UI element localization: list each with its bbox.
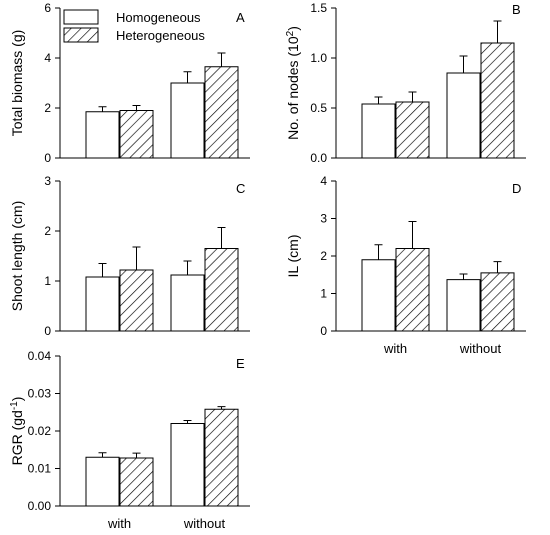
y-tick-label: 4 [44, 51, 51, 65]
y-tick-label: 6 [44, 1, 51, 15]
panel-c: 0 1 2 3 C Shoot length (cm) [9, 174, 250, 338]
bar-heterogeneous-with [119, 269, 154, 332]
bar-homogeneous-without [446, 279, 481, 332]
bar-homogeneous-with [85, 111, 120, 159]
y-axis-label: Shoot length (cm) [9, 201, 25, 312]
bar-homogeneous-with [85, 276, 120, 332]
x-tick-label: without [459, 341, 502, 356]
y-tick-label: 3 [320, 212, 327, 226]
panel-d: 0 1 2 3 4 with without D IL (cm) [285, 174, 526, 356]
bar-homogeneous-without [170, 423, 205, 507]
bar-heterogeneous-without [204, 66, 239, 159]
y-tick-label: 0 [44, 324, 51, 338]
panel-e: 0.00 0.01 0.02 0.03 0.04 with without E RGR (gd-… [9, 349, 250, 531]
y-tick-label: 1.0 [310, 51, 327, 65]
y-axis-label: IL (cm) [285, 234, 301, 277]
y-tick-label: 0.02 [28, 424, 52, 438]
panel-letter: D [512, 181, 521, 196]
bar-heterogeneous-with [119, 110, 154, 159]
bar-heterogeneous-without [480, 272, 515, 332]
y-tick-label: 0.01 [28, 462, 52, 476]
y-tick-label: 4 [320, 174, 327, 188]
bar-heterogeneous-without [204, 248, 239, 332]
panel-a: 0 2 4 6 A Total biomass (g) [9, 1, 250, 165]
panel-letter: B [512, 2, 521, 17]
panel-letter: C [236, 181, 245, 196]
bar-heterogeneous-with [395, 248, 430, 332]
bar-heterogeneous-without [204, 408, 239, 507]
y-tick-label: 2 [44, 101, 51, 115]
bar-heterogeneous-with [119, 457, 154, 507]
y-tick-label: 2 [44, 224, 51, 238]
y-tick-label: 2 [320, 249, 327, 263]
y-tick-label: 1 [320, 287, 327, 301]
y-tick-label: 3 [44, 174, 51, 188]
y-tick-label: 0 [320, 324, 327, 338]
bar-heterogeneous-without [480, 42, 515, 159]
y-tick-label: 0.03 [28, 387, 52, 401]
bar-homogeneous-with [361, 103, 396, 159]
y-tick-label: 0.04 [28, 349, 52, 363]
y-tick-label: 0.00 [28, 499, 52, 513]
y-tick-label: 0.5 [310, 101, 327, 115]
bar-homogeneous-without [170, 274, 205, 332]
x-tick-label: with [383, 341, 407, 356]
x-tick-label: with [107, 516, 131, 531]
panel-b: 0.0 0.5 1.0 1.5 B No. of nodes (102) [285, 1, 526, 165]
x-tick-label: without [183, 516, 226, 531]
panels: 0 2 4 6 A Total biomass (g) 0.0 0.5 1.0 1.5 B No. o… [9, 1, 526, 531]
legend-label-homogeneous: Homogeneous [116, 10, 201, 25]
y-tick-label: 1 [44, 274, 51, 288]
y-tick-label: 0 [44, 151, 51, 165]
bar-homogeneous-without [170, 82, 205, 159]
bar-homogeneous-with [361, 259, 396, 332]
panel-letter: E [236, 356, 245, 371]
y-tick-label: 1.5 [310, 1, 327, 15]
bar-homogeneous-with [85, 456, 120, 507]
y-axis-label: No. of nodes (102) [285, 26, 302, 140]
legend-swatch-heterogeneous [63, 27, 99, 43]
legend-label-heterogeneous: Heterogeneous [116, 28, 205, 43]
panel-letter: A [236, 10, 245, 25]
y-tick-label: 0.0 [310, 151, 327, 165]
bar-heterogeneous-with [395, 101, 430, 159]
legend-swatch-homogeneous [63, 9, 99, 25]
legend: Homogeneous Heterogeneous [63, 9, 205, 43]
bar-homogeneous-without [446, 72, 481, 159]
y-axis-label: RGR (gd-1) [9, 397, 26, 466]
y-axis-label: Total biomass (g) [9, 30, 25, 137]
